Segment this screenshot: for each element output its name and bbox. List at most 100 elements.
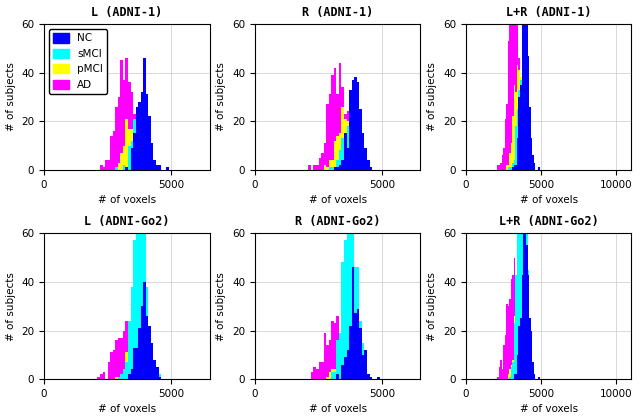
Bar — [515, 289, 517, 379]
Bar — [517, 138, 518, 170]
Bar — [151, 343, 154, 379]
Bar — [518, 89, 520, 170]
Bar — [131, 287, 133, 379]
Bar — [526, 355, 527, 379]
Bar — [509, 153, 511, 170]
Bar — [148, 328, 151, 379]
Y-axis label: # of subjects: # of subjects — [428, 63, 437, 131]
Y-axis label: # of subjects: # of subjects — [216, 63, 227, 131]
Bar — [125, 362, 128, 379]
Bar — [347, 111, 349, 170]
Bar — [514, 85, 515, 170]
Bar — [133, 134, 136, 170]
Bar — [159, 377, 161, 379]
Bar — [513, 362, 514, 379]
Bar — [334, 141, 337, 170]
Bar — [148, 374, 151, 379]
Bar — [511, 143, 513, 170]
Bar — [133, 350, 136, 379]
Bar — [364, 168, 367, 170]
Bar — [515, 165, 517, 170]
Bar — [527, 275, 529, 379]
Bar — [522, 275, 523, 379]
Bar — [514, 0, 515, 170]
Bar — [138, 146, 141, 170]
Bar — [334, 323, 337, 379]
Bar — [531, 374, 532, 379]
Bar — [538, 377, 540, 379]
Bar — [520, 80, 522, 170]
Bar — [131, 92, 133, 170]
Bar — [527, 370, 529, 379]
Bar — [525, 374, 526, 379]
Bar — [506, 165, 508, 170]
Y-axis label: # of subjects: # of subjects — [428, 272, 437, 341]
Bar — [123, 370, 125, 379]
Bar — [520, 85, 522, 170]
Bar — [311, 372, 314, 379]
Bar — [518, 326, 520, 379]
Bar — [329, 94, 332, 170]
Bar — [141, 367, 143, 379]
Bar — [166, 168, 169, 170]
Bar — [529, 318, 531, 379]
Bar — [520, 340, 522, 379]
X-axis label: # of voxels: # of voxels — [520, 404, 578, 415]
Bar — [332, 321, 334, 379]
Bar — [527, 160, 529, 170]
Bar — [352, 80, 354, 170]
Bar — [531, 365, 532, 379]
Bar — [352, 345, 354, 379]
X-axis label: # of voxels: # of voxels — [98, 195, 156, 205]
Bar — [138, 338, 141, 379]
Bar — [143, 216, 146, 379]
Bar — [324, 165, 326, 170]
Bar — [520, 80, 522, 170]
Bar — [349, 357, 352, 379]
Bar — [347, 372, 349, 379]
Bar — [308, 165, 311, 170]
Bar — [527, 270, 529, 379]
Bar — [337, 168, 339, 170]
Bar — [529, 377, 531, 379]
Bar — [141, 150, 143, 170]
Bar — [125, 352, 128, 379]
Bar — [133, 347, 136, 379]
Bar — [364, 165, 367, 170]
Bar — [356, 168, 359, 170]
Bar — [334, 370, 337, 379]
X-axis label: # of voxels: # of voxels — [98, 404, 156, 415]
Bar — [523, 362, 525, 379]
Bar — [362, 168, 364, 170]
Bar — [141, 194, 143, 379]
Bar — [136, 347, 138, 379]
Bar — [337, 340, 339, 379]
Bar — [354, 357, 356, 379]
Bar — [120, 153, 123, 170]
Bar — [508, 168, 509, 170]
Bar — [354, 150, 356, 170]
Title: L+R (ADNI-1): L+R (ADNI-1) — [506, 5, 591, 18]
Bar — [128, 82, 131, 170]
Bar — [159, 374, 161, 379]
Bar — [138, 328, 141, 379]
Bar — [344, 134, 347, 170]
Bar — [337, 374, 339, 379]
Bar — [505, 119, 506, 170]
Title: L+R (ADNI-Go2): L+R (ADNI-Go2) — [499, 215, 598, 228]
Bar — [525, 0, 526, 170]
Bar — [102, 168, 105, 170]
Bar — [136, 123, 138, 170]
Bar — [514, 257, 515, 379]
Bar — [359, 109, 362, 170]
Bar — [151, 143, 154, 170]
Bar — [513, 168, 514, 170]
Bar — [319, 362, 321, 379]
Bar — [509, 377, 511, 379]
Bar — [520, 77, 522, 170]
Bar — [344, 347, 347, 379]
Bar — [138, 175, 141, 379]
Bar — [513, 0, 514, 170]
Bar — [136, 107, 138, 170]
Bar — [354, 77, 356, 170]
